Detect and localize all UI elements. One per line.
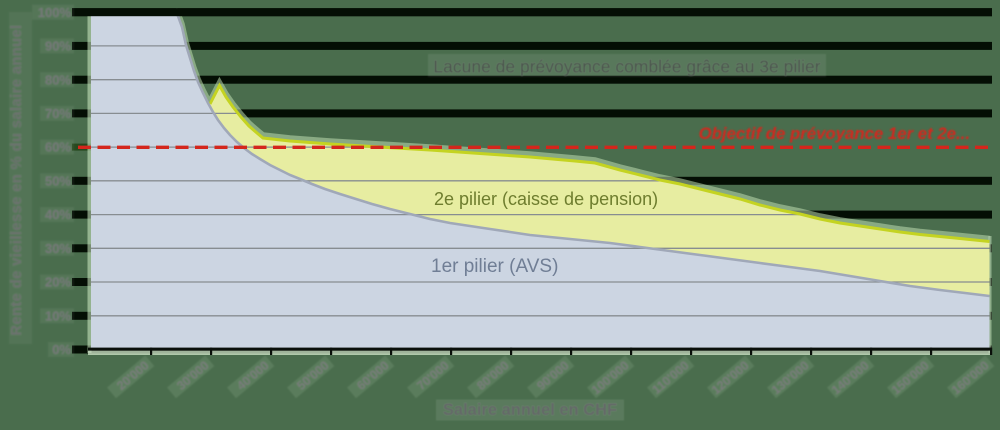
svg-text:50%: 50% [45,173,71,188]
svg-text:0%: 0% [52,342,71,357]
svg-text:70%: 70% [45,106,71,121]
svg-text:2e pilier (caisse de pension): 2e pilier (caisse de pension) [434,189,658,209]
svg-text:10%: 10% [45,308,71,323]
svg-text:Lacune de prévoyance comblée g: Lacune de prévoyance comblée grâce au 3e… [433,57,820,77]
svg-text:Rente de vieillesse en % du sa: Rente de vieillesse en % du salaire annu… [9,24,25,335]
svg-text:40%: 40% [45,207,71,222]
svg-text:1er pilier (AVS): 1er pilier (AVS) [431,256,558,277]
svg-text:20%: 20% [45,275,71,290]
svg-text:80%: 80% [45,72,71,87]
svg-text:Objectif de prévoyance 1er et: Objectif de prévoyance 1er et 2e... [699,124,970,143]
svg-text:90%: 90% [45,39,71,54]
svg-text:100%: 100% [38,5,72,20]
svg-text:60%: 60% [45,140,71,155]
svg-text:30%: 30% [45,241,71,256]
svg-text:Salaire annuel en CHF: Salaire annuel en CHF [443,401,617,419]
